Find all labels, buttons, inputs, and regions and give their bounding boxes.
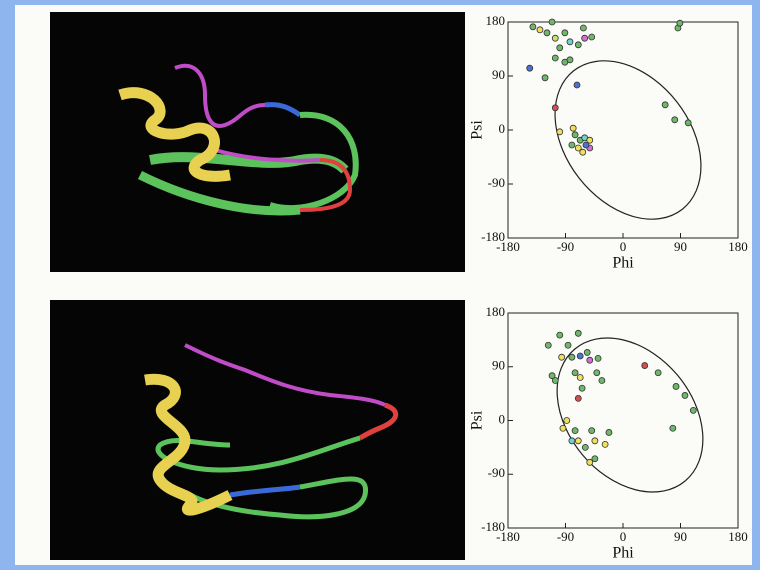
data-point — [552, 105, 558, 111]
y-tick-label: -90 — [488, 175, 505, 190]
x-tick-label: 0 — [620, 529, 627, 544]
data-point — [569, 142, 575, 148]
data-point — [690, 407, 696, 413]
protein-structure-top — [50, 12, 465, 272]
data-point — [572, 370, 578, 376]
data-point — [575, 42, 581, 48]
data-point — [672, 117, 678, 123]
data-point — [583, 142, 589, 148]
data-point — [570, 125, 576, 131]
data-point — [575, 395, 581, 401]
x-tick-label: 90 — [674, 239, 687, 254]
data-point — [673, 383, 679, 389]
data-point — [655, 370, 661, 376]
y-tick-label: 0 — [499, 121, 506, 136]
data-point — [545, 342, 551, 348]
data-point — [567, 39, 573, 45]
data-point — [579, 385, 585, 391]
y-tick-label: 90 — [492, 358, 505, 373]
data-point — [560, 425, 566, 431]
y-tick-label: -180 — [481, 229, 505, 244]
x-axis-label: Phi — [612, 255, 634, 272]
y-tick-label: 180 — [486, 304, 506, 319]
data-point — [552, 35, 558, 41]
data-point — [564, 418, 570, 424]
data-point — [642, 363, 648, 369]
x-tick-label: 0 — [620, 239, 627, 254]
data-point — [569, 354, 575, 360]
x-tick-label: -90 — [557, 239, 574, 254]
data-point — [569, 438, 575, 444]
data-point — [557, 129, 563, 135]
data-point — [595, 355, 601, 361]
y-tick-label: 90 — [492, 67, 505, 82]
data-point — [537, 27, 543, 33]
data-point — [589, 34, 595, 40]
data-point — [677, 20, 683, 26]
y-tick-label: 180 — [486, 13, 506, 28]
data-point — [575, 438, 581, 444]
data-point — [582, 35, 588, 41]
data-point — [589, 428, 595, 434]
data-point — [685, 120, 691, 126]
data-point — [572, 132, 578, 138]
protein-structure-bottom — [50, 300, 465, 560]
data-point — [552, 55, 558, 61]
page: {"chart_data": [ {"type": "scatter", "x_… — [0, 0, 760, 570]
data-point — [606, 429, 612, 435]
data-point — [662, 102, 668, 108]
data-point — [565, 342, 571, 348]
data-point — [594, 370, 600, 376]
y-tick-label: 0 — [499, 411, 506, 426]
data-point — [552, 377, 558, 383]
data-point — [572, 428, 578, 434]
x-tick-label: 90 — [674, 529, 687, 544]
data-point — [592, 438, 598, 444]
data-point — [530, 24, 536, 30]
data-point — [580, 149, 586, 155]
data-point — [577, 375, 583, 381]
x-tick-label: 180 — [728, 529, 748, 544]
data-point — [557, 45, 563, 51]
data-point — [602, 441, 608, 447]
x-tick-label: -90 — [557, 529, 574, 544]
y-tick-label: -90 — [488, 465, 505, 480]
data-point — [574, 82, 580, 88]
x-axis-label: Phi — [612, 545, 634, 562]
data-point — [557, 332, 563, 338]
data-point — [544, 30, 550, 36]
x-tick-label: 180 — [728, 239, 748, 254]
y-axis-label: Psi — [469, 120, 486, 140]
data-point — [567, 57, 573, 63]
y-axis-label: Psi — [469, 410, 486, 430]
data-point — [575, 330, 581, 336]
data-point — [527, 65, 533, 71]
y-tick-label: -180 — [481, 519, 505, 534]
data-point — [682, 392, 688, 398]
data-point — [577, 353, 583, 359]
data-point — [599, 377, 605, 383]
figure: -180-90090180-180-90090180PhiPsi-180-900… — [0, 0, 760, 570]
data-point — [542, 75, 548, 81]
data-point — [582, 444, 588, 450]
data-point — [584, 349, 590, 355]
data-point — [549, 19, 555, 25]
data-point — [670, 425, 676, 431]
data-point — [587, 459, 593, 465]
data-point — [559, 354, 565, 360]
data-point — [562, 30, 568, 36]
data-point — [580, 25, 586, 31]
data-point — [587, 357, 593, 363]
